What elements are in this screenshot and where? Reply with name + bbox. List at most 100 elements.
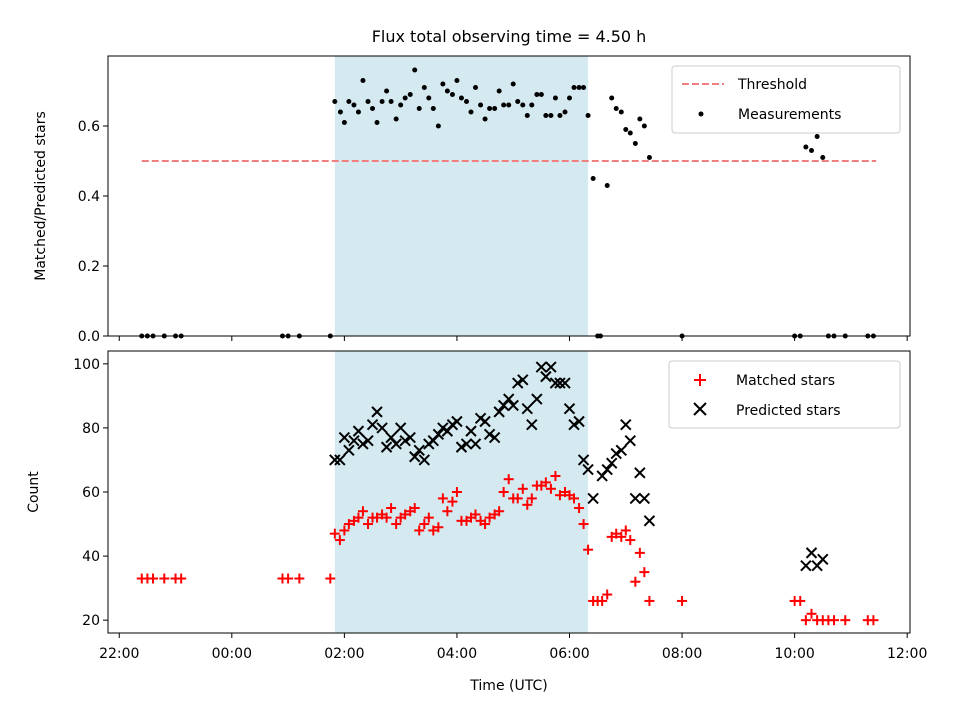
matched-star-point (176, 573, 187, 584)
predicted-star-point (479, 415, 491, 428)
measurement-point (552, 95, 558, 101)
measurement-point (820, 155, 826, 160)
measurement-point (543, 113, 549, 118)
measurement-point (627, 130, 633, 136)
measurement-point (416, 106, 422, 111)
measurement-point (637, 116, 643, 122)
measurement-point (613, 106, 619, 111)
ratio-series-measurements (139, 67, 876, 339)
matched-star-point (512, 493, 523, 504)
count-plot: 20 40 60 80 100 22:00 00:00 02:00 04:00 06:00 08:0… (26, 350, 927, 694)
predicted-star-point (549, 377, 562, 389)
ratio-y-tick-label: 0.6 (78, 119, 100, 135)
ratio-plot: 0.0 0.2 0.4 0.6 Threshold Measurements Flux… (33, 27, 911, 345)
measurement-point (501, 102, 507, 108)
predicted-star-point (483, 428, 496, 441)
measurement-point (529, 102, 535, 108)
measurement-point (332, 99, 338, 104)
measurement-point (814, 134, 820, 139)
count-series-predicted-stars (329, 361, 829, 572)
predicted-star-point (620, 418, 632, 431)
count-y-tick-label: 20 (82, 613, 100, 629)
measurement-point (510, 81, 516, 87)
matched-star-point (494, 506, 505, 517)
matched-star-point (611, 528, 622, 539)
matched-star-point (630, 576, 641, 587)
predicted-star-point (329, 454, 341, 466)
predicted-star-point (615, 444, 627, 457)
legend-predicted-label: Predicted stars (736, 403, 841, 419)
predicted-star-point (531, 393, 543, 405)
measurement-point (440, 81, 446, 87)
matched-star-point (522, 499, 533, 510)
legend-predicted-swatch (693, 402, 707, 416)
chart-title: Flux total observing time = 4.50 h (372, 27, 647, 46)
matched-star-point (433, 522, 444, 533)
matched-star-point (526, 493, 537, 504)
measurement-point (398, 102, 404, 108)
predicted-star-point (352, 425, 365, 437)
measurement-point (388, 99, 394, 104)
matched-star-point (283, 573, 294, 584)
measurement-point (444, 88, 450, 94)
matched-star-point (868, 615, 879, 626)
measurement-point (562, 109, 568, 115)
matched-star-point (386, 503, 397, 514)
matched-star-point (583, 544, 594, 555)
predicted-star-point (469, 438, 482, 450)
measurement-point (426, 95, 432, 101)
predicted-star-point (535, 361, 548, 373)
matched-star-point (353, 512, 364, 523)
measurement-point (337, 109, 343, 115)
matched-star-point (357, 506, 368, 517)
predicted-star-point (526, 418, 538, 431)
predicted-star-point (582, 463, 594, 476)
matched-star-point (343, 519, 354, 530)
matched-star-point (451, 487, 462, 497)
predicted-star-point (503, 393, 515, 405)
matched-star-point (574, 503, 585, 514)
matched-star-point (829, 615, 840, 626)
matched-star-point (578, 519, 589, 530)
measurement-point (548, 113, 554, 118)
predicted-star-point (376, 422, 388, 434)
predicted-star-point (805, 547, 818, 559)
measurement-point (496, 88, 502, 94)
legend-measurements-label: Measurements (738, 107, 841, 123)
matched-star-point (480, 519, 491, 530)
matched-star-point (550, 470, 561, 481)
measurement-point (464, 99, 470, 104)
matched-star-point (498, 487, 509, 497)
predicted-star-point (380, 441, 393, 453)
measurement-point (351, 102, 357, 108)
count-legend: Matched stars Predicted stars (668, 360, 901, 429)
matched-star-point (597, 595, 608, 606)
measurement-point (567, 95, 573, 101)
measurement-point (803, 144, 809, 150)
predicted-star-point (563, 402, 576, 415)
measurement-point (524, 113, 530, 118)
ratio-legend-box (671, 65, 901, 134)
predicted-star-point (348, 435, 360, 447)
matched-star-point (616, 531, 627, 542)
predicted-star-point (568, 418, 580, 431)
ratio-y-tick-label: 0.2 (78, 259, 100, 275)
measurement-point (641, 123, 647, 129)
x-tick-label: 00:00 (212, 646, 252, 662)
predicted-star-point (488, 431, 501, 444)
measurement-point (809, 148, 815, 153)
ratio-y-tick-label: 0.4 (78, 189, 100, 205)
legend-measurements-swatch (698, 111, 704, 117)
count-y-tick-label: 40 (82, 549, 100, 565)
matched-star-point (414, 525, 425, 536)
measurement-point (585, 113, 591, 118)
predicted-star-point (573, 415, 585, 428)
predicted-star-point (517, 374, 529, 386)
measurement-point (492, 106, 498, 111)
measurement-point (341, 120, 347, 125)
predicted-star-point (334, 454, 346, 466)
matched-star-point (620, 525, 631, 536)
matched-star-point (545, 483, 556, 494)
matched-star-point (800, 615, 811, 626)
measurement-point (478, 102, 484, 108)
